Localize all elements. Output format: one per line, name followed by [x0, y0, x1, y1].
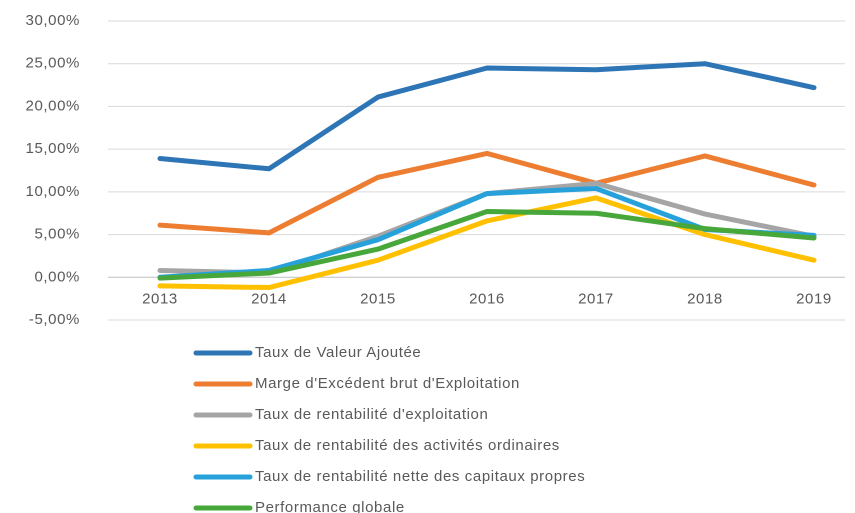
y-tick-label: -5,00% — [29, 311, 80, 328]
legend-label: Taux de Valeur Ajoutée — [255, 344, 421, 361]
y-tick-label: 10,00% — [26, 183, 80, 200]
y-tick-label: 0,00% — [34, 268, 80, 285]
x-tick-label: 2016 — [469, 290, 505, 307]
y-tick-label: 25,00% — [26, 55, 80, 72]
x-tick-label: 2014 — [251, 290, 287, 307]
y-tick-label: 15,00% — [26, 140, 80, 157]
series-line — [157, 195, 817, 291]
series-line — [157, 61, 817, 172]
y-tick-label: 5,00% — [34, 226, 80, 243]
x-tick-label: 2018 — [687, 290, 723, 307]
y-tick-label: 30,00% — [26, 12, 80, 29]
x-tick-label: 2017 — [578, 290, 614, 307]
legend-label: Taux de rentabilité nette des capitaux p… — [255, 468, 585, 485]
x-tick-label: 2019 — [796, 290, 832, 307]
x-tick-label: 2013 — [142, 290, 178, 307]
legend-label: Marge d'Excédent brut d'Exploitation — [255, 375, 520, 392]
y-tick-label: 20,00% — [26, 97, 80, 114]
x-tick-label: 2015 — [360, 290, 396, 307]
series-line — [157, 209, 817, 281]
series-line — [157, 150, 817, 236]
legend-label: Performance globale — [255, 499, 405, 513]
legend-label: Taux de rentabilité des activités ordina… — [255, 437, 560, 454]
legend-label: Taux de rentabilité d'exploitation — [255, 406, 488, 423]
